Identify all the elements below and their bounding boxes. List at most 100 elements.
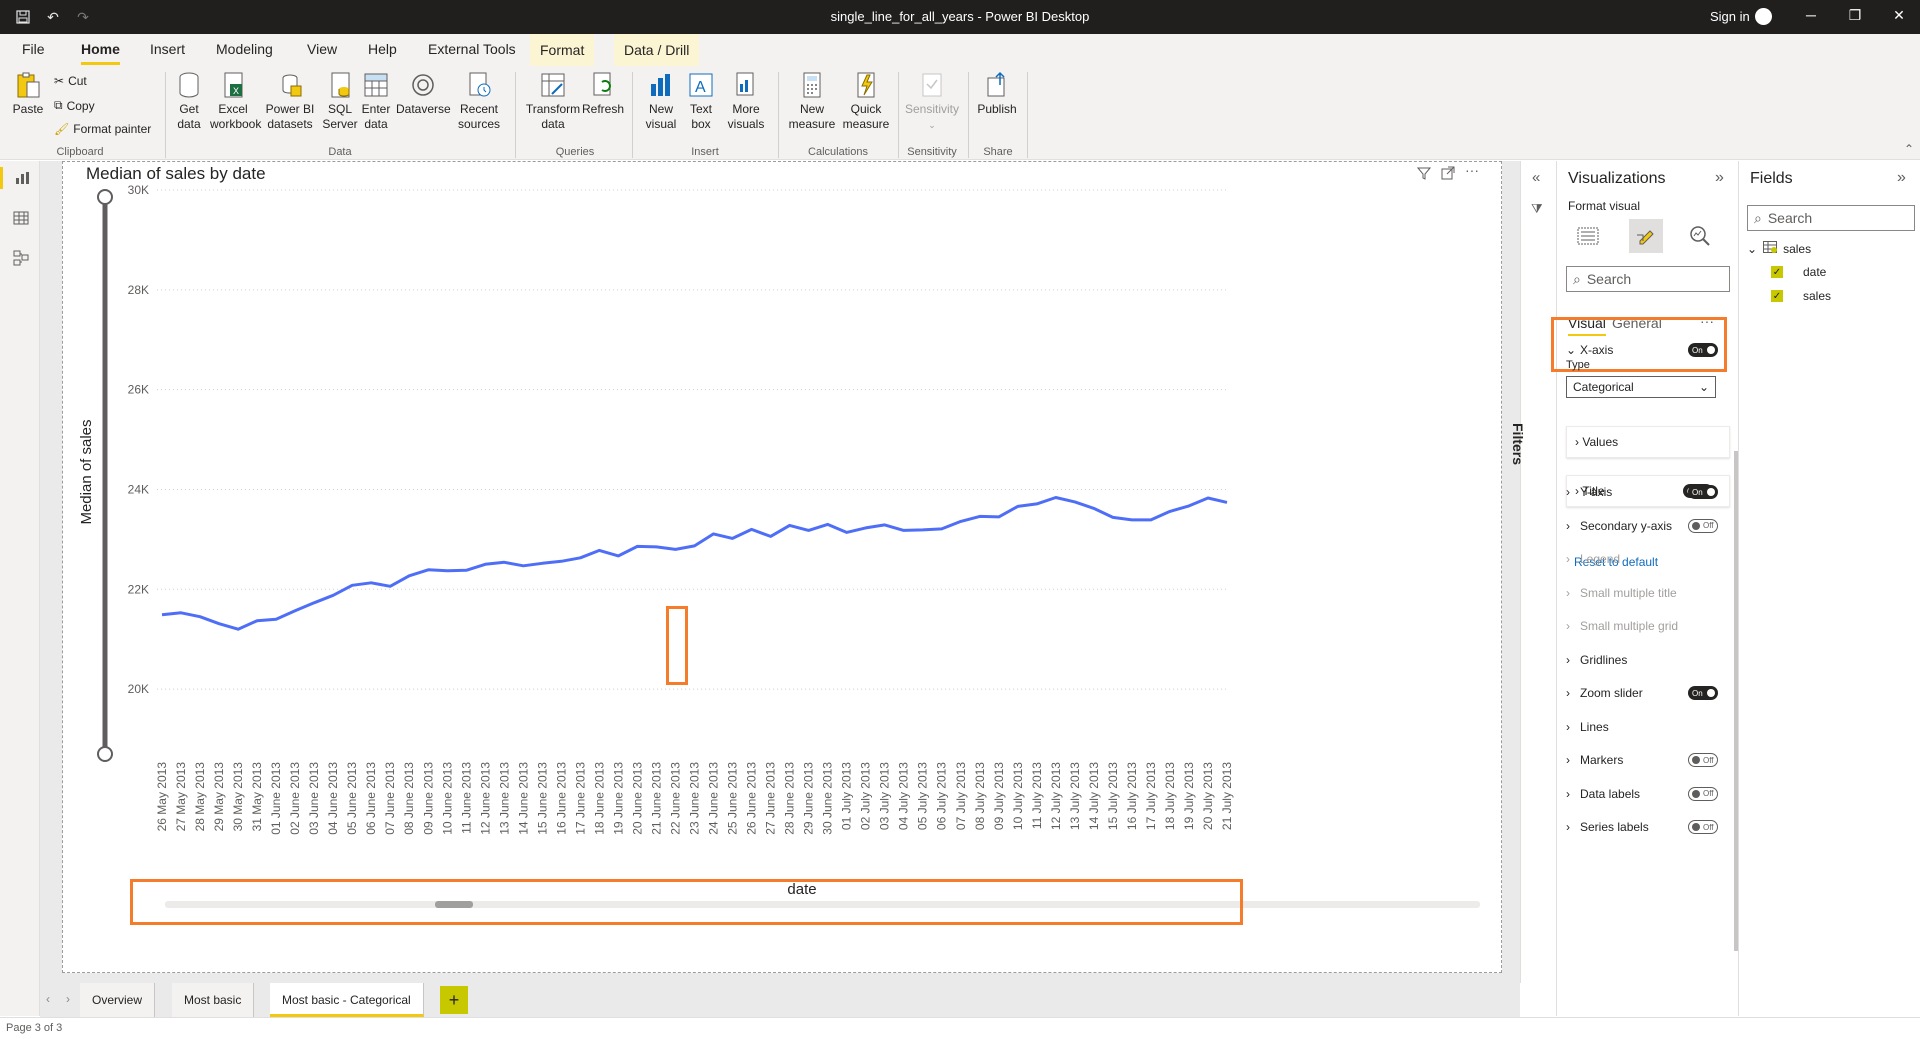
section-toggle[interactable]: On [1688,686,1718,700]
section-label: Zoom slider [1580,686,1643,700]
new-measure-button[interactable]: New measure [784,70,840,132]
collapse-visualizations-icon[interactable]: » [1715,169,1724,187]
more-options-icon[interactable]: ··· [1465,162,1479,178]
tab-home[interactable]: Home [81,41,120,57]
zoom-slider-bottom-handle[interactable] [98,747,112,761]
x-tick-label: 12 July 2013 [1049,762,1063,830]
tab-external-tools[interactable]: External Tools [428,41,516,57]
y-tick-label: 22K [128,582,149,596]
next-page-icon[interactable]: › [66,992,70,1006]
filter-icon[interactable] [1417,166,1431,183]
spacer41 [1566,297,1730,298]
collapse-ribbon-icon[interactable]: ⌃ [1904,142,1914,156]
zoom-slider-top-handle[interactable] [98,190,112,204]
section-toggle[interactable]: Off [1688,753,1718,767]
copy-button[interactable]: ⧉ Copy [54,98,95,113]
section-toggle[interactable]: Off [1688,820,1718,834]
enter-data-button[interactable]: Enter data [360,70,392,132]
database-icon [174,70,204,100]
sign-in-link[interactable]: Sign in [1710,9,1750,24]
new-visual-button[interactable]: New visual [640,70,682,132]
build-visual-icon[interactable] [1571,219,1605,253]
checkbox-checked-icon[interactable]: ✓ [1771,266,1783,278]
sql-server-button[interactable]: SQL Server [320,70,360,132]
section-markers[interactable]: › Markers Off [1566,753,1730,767]
page-tab-overview[interactable]: Overview [80,983,155,1017]
format-painter-button[interactable]: 🖌 Format painter [54,122,151,136]
tab-modeling[interactable]: Modeling [216,41,273,57]
series-line[interactable] [162,498,1227,630]
page-tab-most-basic[interactable]: Most basic [172,983,254,1017]
group-label-clipboard: Clipboard [40,146,120,158]
chevron-down-icon: ⌄ [1747,242,1757,256]
get-data-button[interactable]: Get data [170,70,208,132]
format-visual-icon[interactable] [1629,219,1663,253]
zoom-slider[interactable] [98,190,112,761]
cut-button[interactable]: ✂ Cut [54,74,87,88]
section-data-labels[interactable]: › Data labels Off [1566,787,1730,801]
x-axis-type-select[interactable]: Categorical ⌄ [1566,376,1716,398]
section-toggle[interactable]: On [1688,485,1718,499]
prev-page-icon[interactable]: ‹ [46,992,50,1006]
section-series-labels[interactable]: › Series labels Off [1566,820,1730,834]
filters-pane-collapsed[interactable]: « ⧩ Filters [1520,161,1556,983]
avatar[interactable] [1755,8,1772,25]
tab-view[interactable]: View [307,41,337,57]
tab-help[interactable]: Help [368,41,397,57]
add-page-button[interactable]: + [440,986,468,1014]
collapse-fields-icon[interactable]: » [1897,169,1906,187]
section-toggle[interactable]: Off [1688,519,1718,533]
fields-search-input[interactable]: ⌕ Search [1747,205,1915,231]
section-lines[interactable]: › Lines [1566,720,1730,734]
chevron-down-icon: ⌄ [1699,380,1709,394]
tab-file[interactable]: File [22,41,45,57]
x-tick-label: 16 June 2013 [554,762,568,835]
x-tick-label: 03 July 2013 [878,762,892,830]
field-sales[interactable]: ✓ sales [1771,289,1831,303]
data-view-icon[interactable] [10,207,32,229]
minimize-icon[interactable]: ─ [1796,7,1826,27]
refresh-icon [588,70,618,100]
quick-measure-button[interactable]: Quick measure [840,70,892,132]
page-tab-most-basic-categorical[interactable]: Most basic - Categorical [270,983,424,1017]
model-view-icon[interactable] [10,247,32,269]
transform-data-button[interactable]: Transform data [522,70,584,132]
recent-sources-button[interactable]: Recent sources [456,70,502,132]
line-chart-visual[interactable]: 30K 28K 26K 24K 22K 20K Median of sales 26 Ma… [77,162,1487,914]
tab-format[interactable]: Format [530,34,594,66]
viz-search-input[interactable]: ⌕ Search [1566,266,1730,292]
close-icon[interactable]: ✕ [1884,7,1914,27]
text-box-button[interactable]: A Text box [684,70,718,132]
report-view-icon[interactable] [0,167,40,189]
dataverse-button[interactable]: Dataverse [396,70,450,117]
x-tick-label: 28 May 2013 [193,762,207,832]
refresh-button[interactable]: Refresh [582,70,624,117]
publish-button[interactable]: Publish [974,70,1020,117]
scissors-icon: ✂ [54,74,64,88]
paste-button[interactable]: Paste [10,70,46,117]
x-tick-label: 19 June 2013 [611,762,625,835]
section-y-axis[interactable]: › Y-axis On [1566,485,1730,499]
checkbox-checked-icon[interactable]: ✓ [1771,290,1783,302]
table-node-sales[interactable]: ⌄ sales [1747,241,1811,256]
field-date[interactable]: ✓ date [1771,265,1826,279]
section-zoom-slider[interactable]: › Zoom slider On [1566,686,1730,700]
excel-workbook-button[interactable]: X Excel workbook [210,70,256,132]
expand-filters-icon[interactable]: « [1532,169,1540,186]
x-tick-label: 13 June 2013 [497,762,511,835]
x-tick-label: 18 July 2013 [1163,762,1177,830]
x-tick-label: 14 July 2013 [1087,762,1101,830]
values-card[interactable]: › Values [1566,426,1730,458]
section-label: Y-axis [1580,485,1612,499]
more-visuals-button[interactable]: More visuals [720,70,772,132]
section-secondary-y-axis[interactable]: › Secondary y-axis Off [1566,519,1730,533]
analytics-icon[interactable] [1683,219,1717,253]
section-toggle[interactable]: Off [1688,787,1718,801]
section-gridlines[interactable]: › Gridlines [1566,653,1730,667]
tab-insert[interactable]: Insert [150,41,185,57]
tab-data-drill[interactable]: Data / Drill [614,34,699,66]
focus-mode-icon[interactable] [1441,166,1455,183]
power-bi-datasets-button[interactable]: Power BI datasets [262,70,318,132]
x-tick-label: 26 May 2013 [155,762,169,832]
restore-icon[interactable]: ❐ [1840,7,1870,27]
